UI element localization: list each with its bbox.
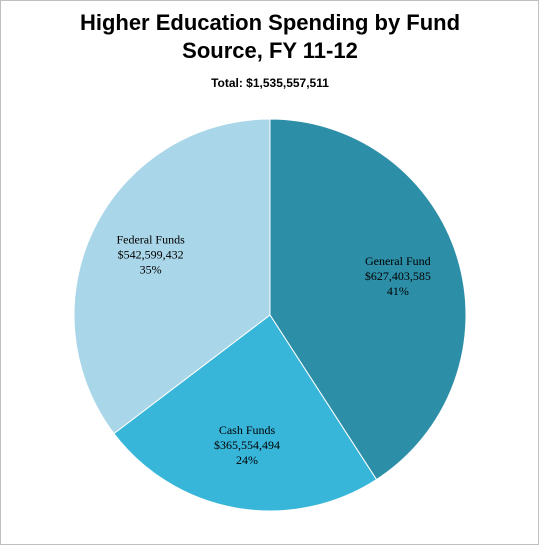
- pie-slice: [269, 118, 467, 481]
- slice-label: Cash Funds: [219, 423, 276, 437]
- chart-title: Source, FY 11-12: [182, 38, 358, 63]
- slice-label: Federal Funds: [116, 232, 185, 246]
- slice-label: General Fund: [365, 254, 431, 268]
- slice-label: $365,554,494: [214, 438, 280, 452]
- pie-slice: [73, 118, 271, 435]
- chart-subtitle: Total: $1,535,557,511: [211, 76, 329, 90]
- slice-label: $627,403,585: [365, 269, 431, 283]
- slice-label: 35%: [140, 262, 162, 276]
- slice-label: $542,599,432: [118, 247, 184, 261]
- slice-label: 41%: [387, 284, 409, 298]
- chart-title: Higher Education Spending by Fund: [80, 10, 460, 35]
- slice-label: 24%: [236, 453, 258, 467]
- pie-slice: [113, 314, 378, 512]
